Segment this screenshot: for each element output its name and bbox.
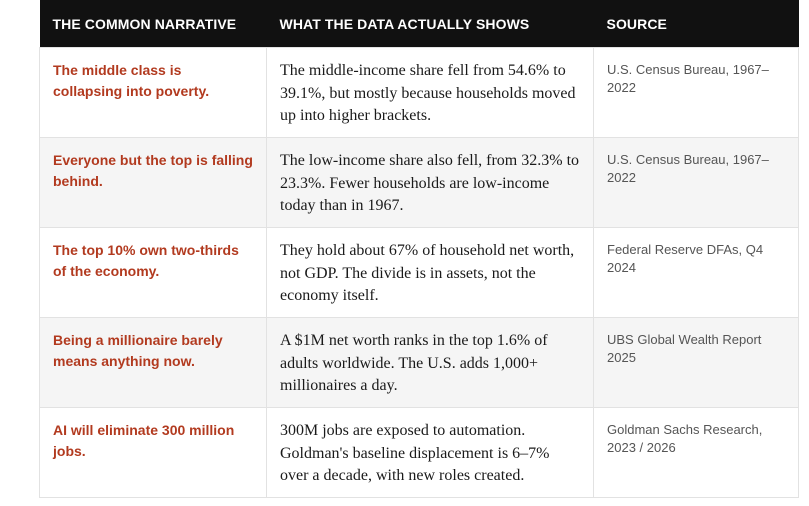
narrative-cell: AI will eliminate 300 million jobs. — [39, 407, 267, 498]
header-what-data-shows: WHAT THE DATA ACTUALLY SHOWS — [266, 0, 594, 48]
data-cell: The middle-income share fell from 54.6% … — [266, 47, 594, 138]
narrative-text: The middle class is collapsing into pove… — [53, 62, 210, 99]
source-text: U.S. Census Bureau, 1967–2022 — [607, 62, 769, 95]
narrative-cell: Being a millionaire barely means anythin… — [39, 317, 267, 408]
narrative-cell: Everyone but the top is falling behind. — [39, 137, 267, 228]
narrative-text: Everyone but the top is falling behind. — [53, 152, 253, 189]
table-header: THE COMMON NARRATIVE WHAT THE DATA ACTUA… — [39, 0, 799, 48]
narrative-text: The top 10% own two-thirds of the econom… — [53, 242, 239, 279]
data-cell: A $1M net worth ranks in the top 1.6% of… — [266, 317, 594, 408]
table-row: Being a millionaire barely means anythin… — [39, 317, 799, 408]
source-text: Federal Reserve DFAs, Q4 2024 — [607, 242, 764, 275]
data-text: 300M jobs are exposed to automation. Gol… — [280, 422, 550, 484]
header-common-narrative: THE COMMON NARRATIVE — [39, 0, 267, 48]
header-source: SOURCE — [593, 0, 799, 48]
source-cell: U.S. Census Bureau, 1967–2022 — [593, 137, 799, 228]
table-row: AI will eliminate 300 million jobs. 300M… — [39, 407, 799, 498]
data-text: The low-income share also fell, from 32.… — [280, 152, 580, 214]
source-cell: UBS Global Wealth Report 2025 — [593, 317, 799, 408]
comparison-table-container: THE COMMON NARRATIVE WHAT THE DATA ACTUA… — [39, 0, 799, 498]
data-text: The middle-income share fell from 54.6% … — [280, 62, 576, 124]
table-body: The middle class is collapsing into pove… — [39, 47, 799, 498]
table-row: Everyone but the top is falling behind. … — [39, 137, 799, 228]
source-text: U.S. Census Bureau, 1967–2022 — [607, 152, 769, 185]
data-text: A $1M net worth ranks in the top 1.6% of… — [280, 332, 548, 394]
header-row: THE COMMON NARRATIVE WHAT THE DATA ACTUA… — [39, 0, 799, 48]
source-cell: Federal Reserve DFAs, Q4 2024 — [593, 227, 799, 318]
narrative-cell: The middle class is collapsing into pove… — [39, 47, 267, 138]
source-cell: U.S. Census Bureau, 1967–2022 — [593, 47, 799, 138]
data-cell: They hold about 67% of household net wor… — [266, 227, 594, 318]
source-text: UBS Global Wealth Report 2025 — [607, 332, 762, 365]
data-cell: The low-income share also fell, from 32.… — [266, 137, 594, 228]
narrative-vs-data-table: THE COMMON NARRATIVE WHAT THE DATA ACTUA… — [39, 0, 799, 498]
table-row: The middle class is collapsing into pove… — [39, 47, 799, 138]
table-row: The top 10% own two-thirds of the econom… — [39, 227, 799, 318]
data-text: They hold about 67% of household net wor… — [280, 242, 575, 304]
data-cell: 300M jobs are exposed to automation. Gol… — [266, 407, 594, 498]
source-cell: Goldman Sachs Research, 2023 / 2026 — [593, 407, 799, 498]
source-text: Goldman Sachs Research, 2023 / 2026 — [607, 422, 763, 455]
narrative-text: Being a millionaire barely means anythin… — [53, 332, 223, 369]
narrative-cell: The top 10% own two-thirds of the econom… — [39, 227, 267, 318]
narrative-text: AI will eliminate 300 million jobs. — [53, 422, 235, 459]
